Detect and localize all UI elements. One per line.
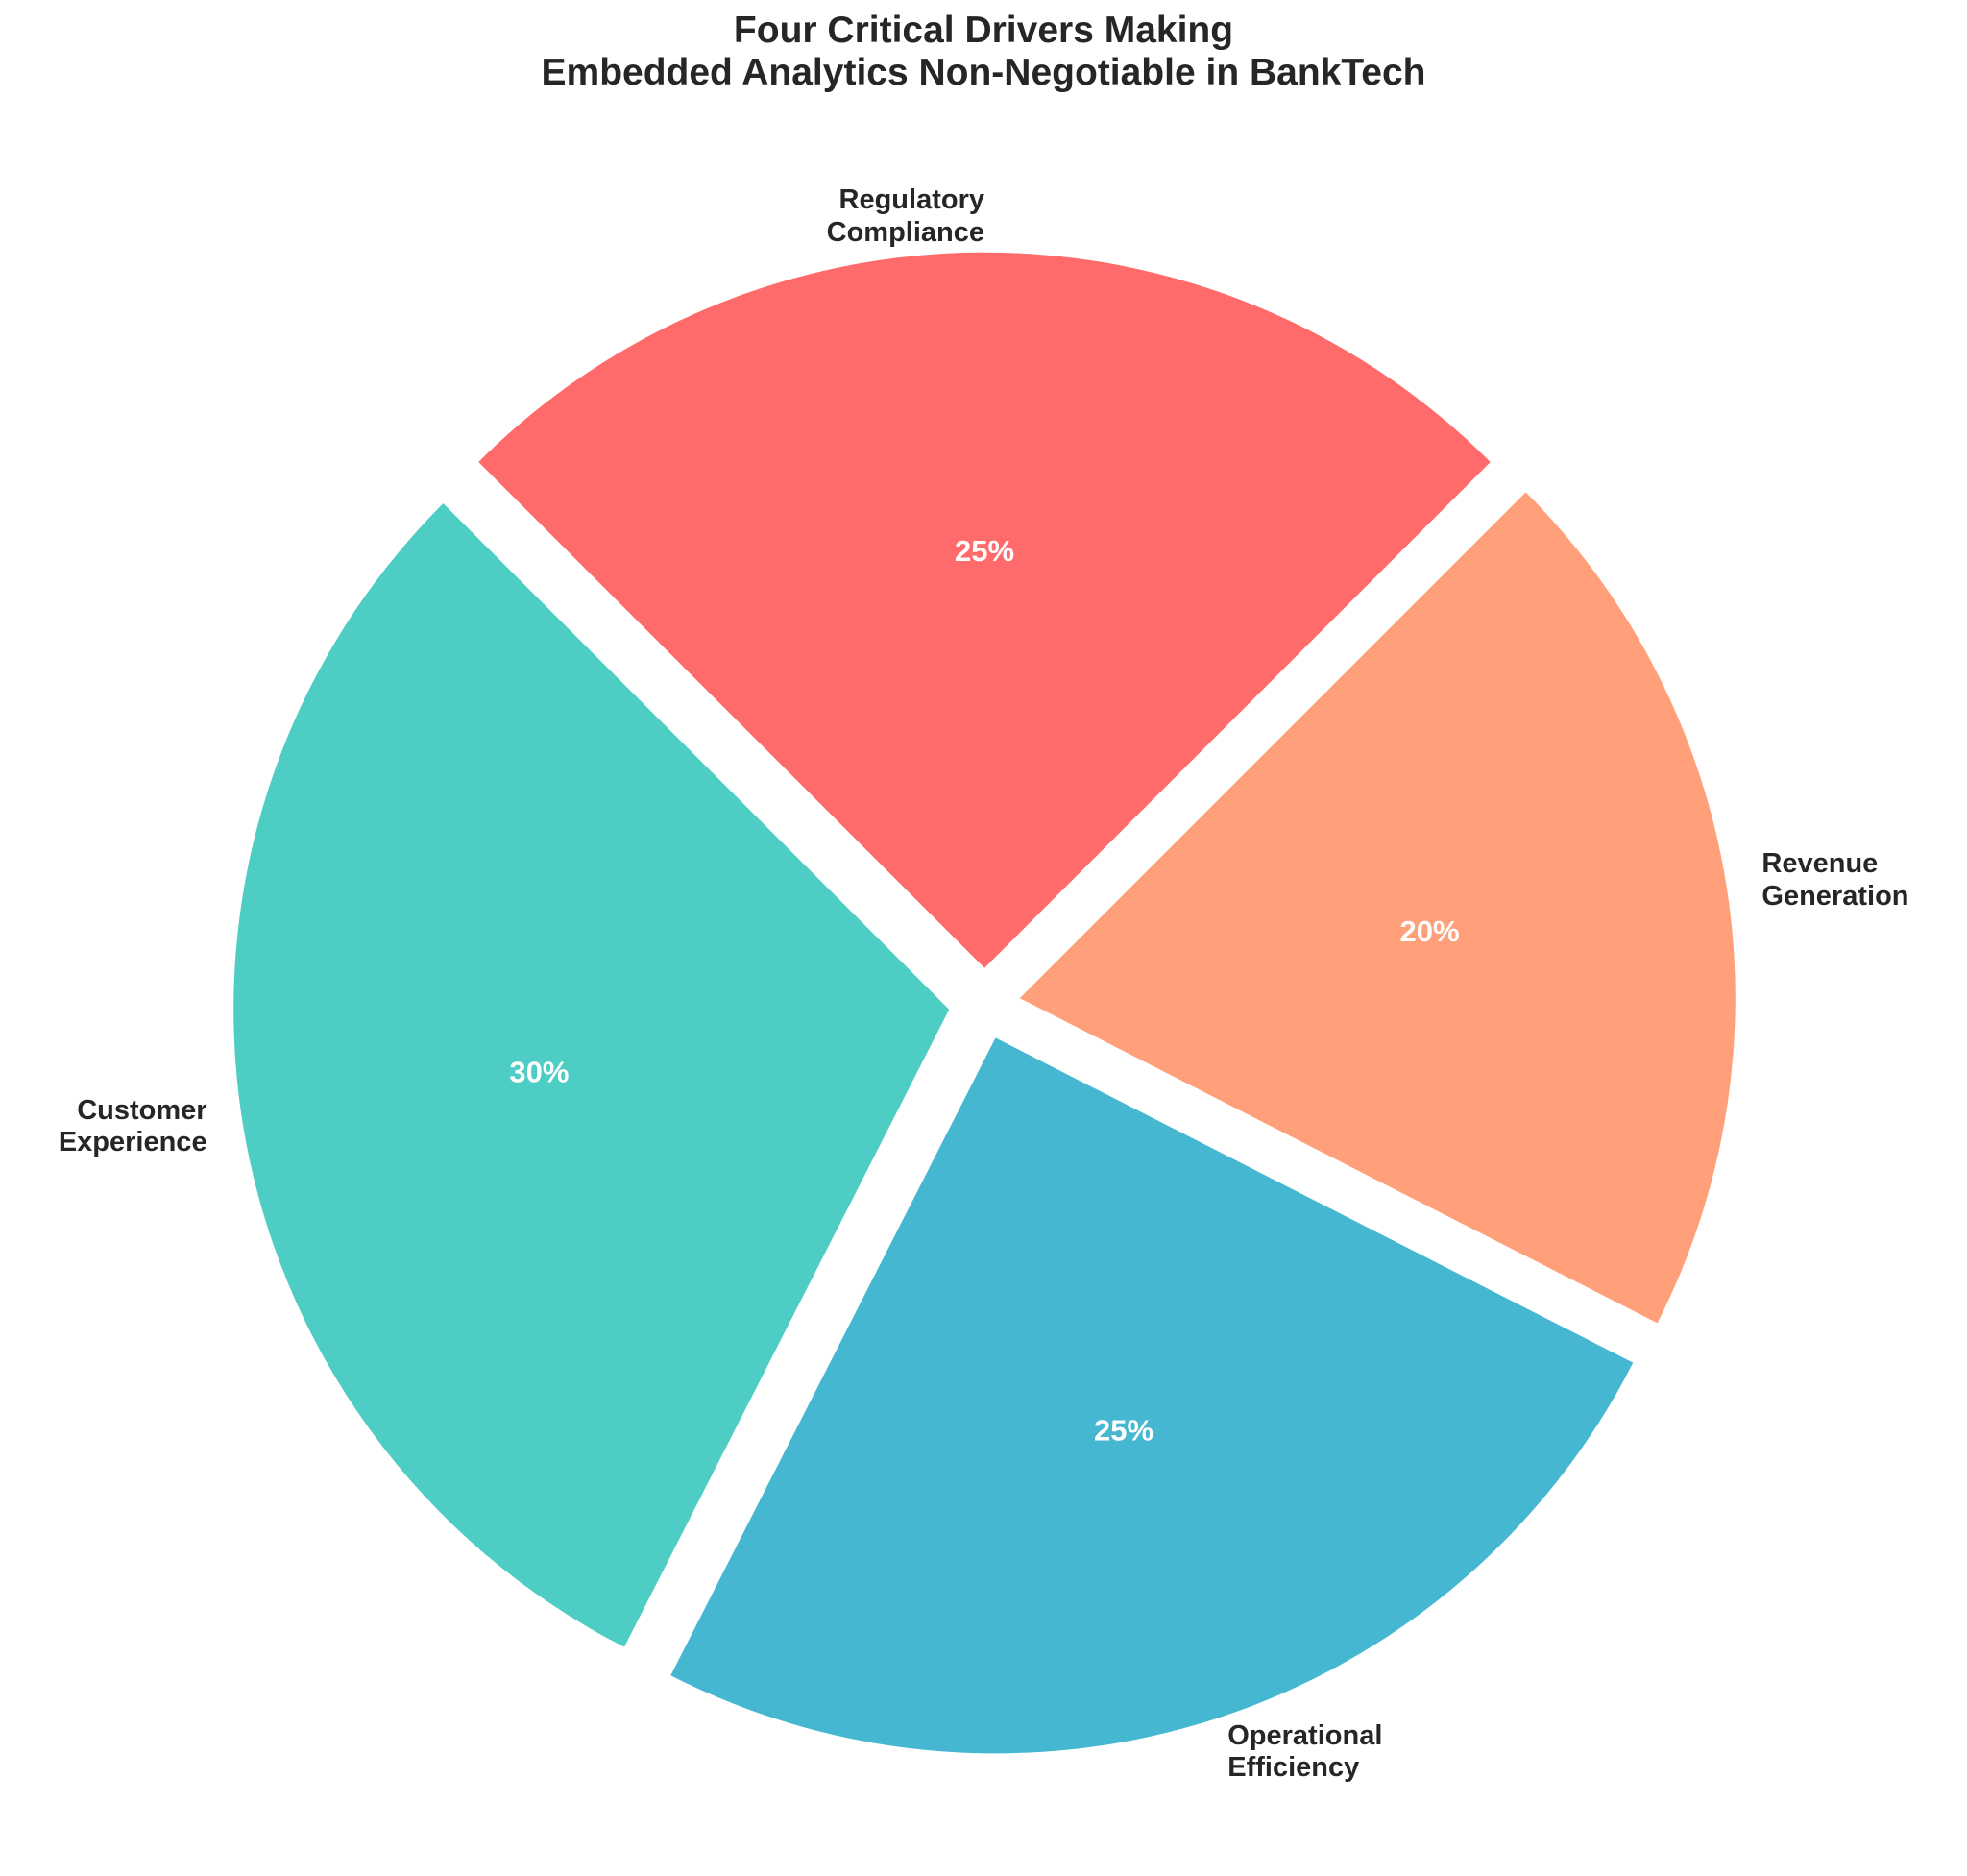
percent-label: 20% — [1400, 914, 1460, 948]
percent-label: 25% — [955, 534, 1014, 568]
label-box: Operational Efficiency — [1227, 1720, 1383, 1784]
label-box: Revenue Generation — [1761, 848, 1909, 912]
slice-label: Revenue Generation — [1761, 848, 1909, 912]
pie-slice — [1019, 492, 1736, 1324]
percent-label: 25% — [1094, 1414, 1153, 1448]
label-box: Regulatory Compliance — [826, 184, 984, 248]
percent-label: 30% — [509, 1056, 569, 1089]
chart-title: Four Critical Drivers Making Embedded An… — [541, 10, 1426, 93]
pie-slice — [670, 1037, 1634, 1754]
slice-label: Operational Efficiency — [1227, 1720, 1383, 1784]
slice-label: Regulatory Compliance — [826, 184, 984, 248]
title-box: Four Critical Drivers Making Embedded An… — [541, 10, 1426, 93]
slice-label: Customer Experience — [58, 1094, 207, 1158]
label-box: Customer Experience — [58, 1094, 207, 1158]
pie-slice — [478, 252, 1491, 968]
pie-slice — [233, 503, 950, 1647]
